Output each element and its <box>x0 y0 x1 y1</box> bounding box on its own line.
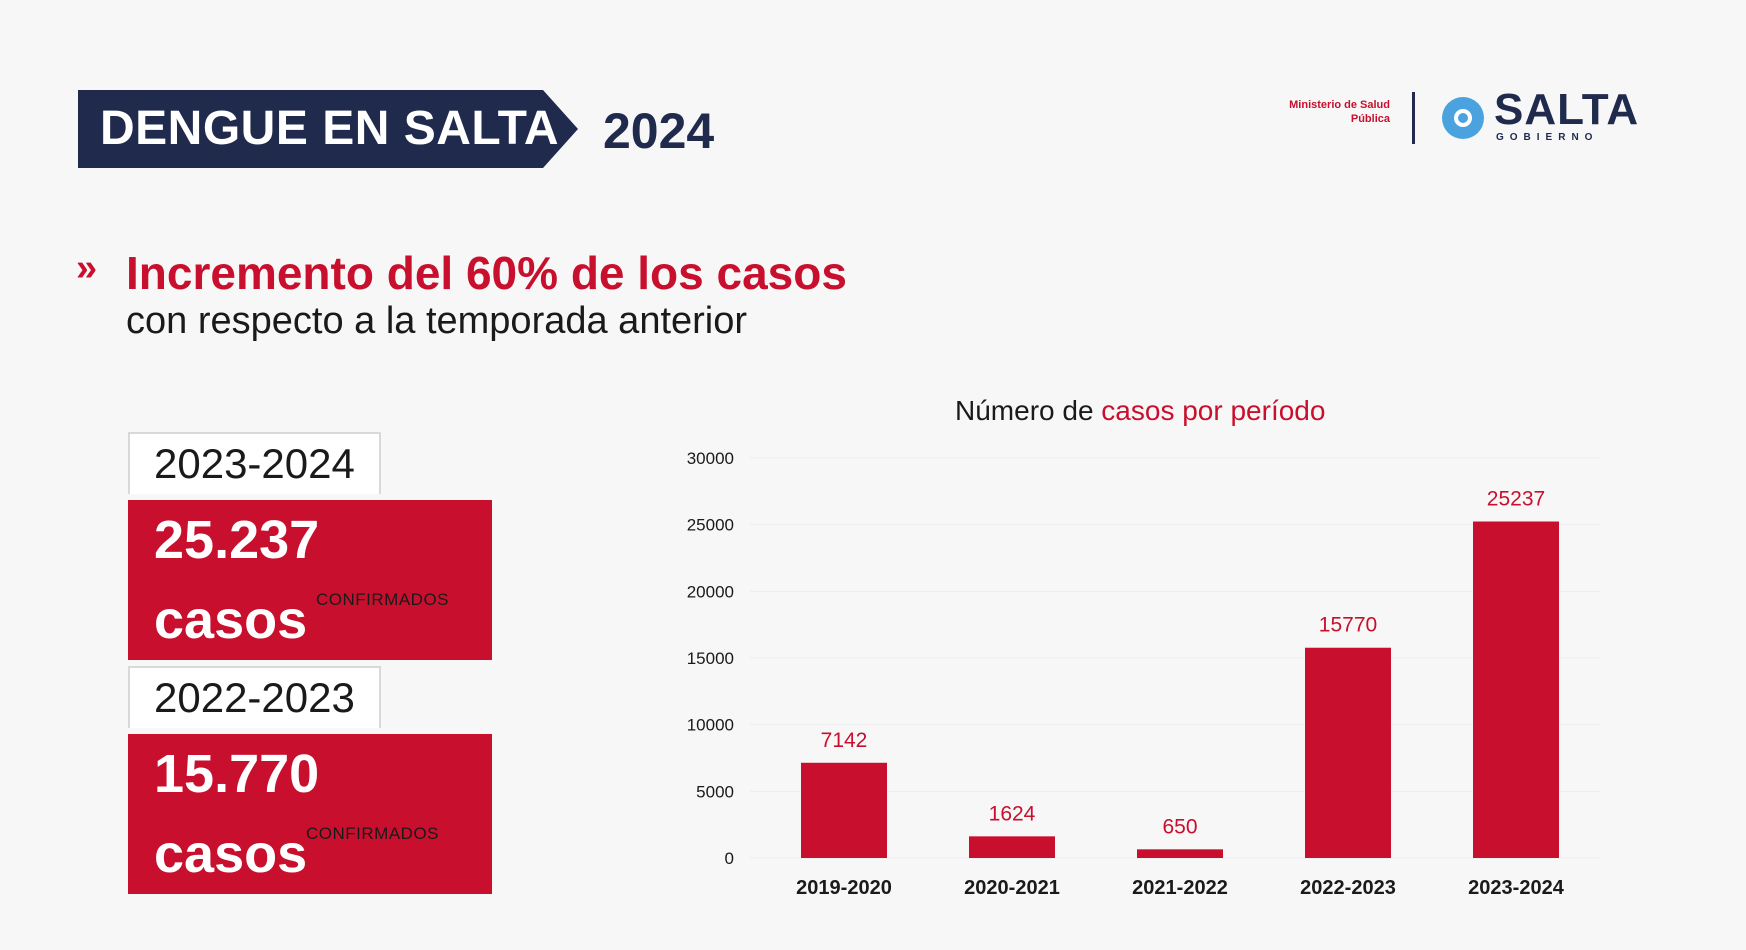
y-tick-label: 20000 <box>687 582 734 601</box>
sun-logo-icon <box>1442 97 1484 139</box>
confirmed-label-current: CONFIRMADOS <box>316 590 449 609</box>
x-tick-label: 2020-2021 <box>964 877 1060 899</box>
x-tick-label: 2019-2020 <box>796 877 892 899</box>
bar-value-label: 25237 <box>1487 488 1545 511</box>
season-tag-current: 2023-2024 <box>128 432 381 494</box>
bar-value-label: 1624 <box>989 802 1036 825</box>
logo-ministry-text: Ministerio de Salud Pública <box>1289 99 1390 125</box>
bar-value-label: 7142 <box>821 729 868 752</box>
bar-2023-2024 <box>1473 521 1559 858</box>
chart-title-part2: casos por período <box>1101 395 1325 426</box>
cases-box-current: 25.237 casos <box>128 500 492 660</box>
logo-divider <box>1412 92 1415 144</box>
cases-box-previous: 15.770 casos <box>128 734 492 894</box>
title-year: 2024 <box>603 103 715 159</box>
bar-value-label: 15770 <box>1319 614 1377 637</box>
y-tick-label: 25000 <box>687 516 734 535</box>
x-tick-label: 2021-2022 <box>1132 877 1228 899</box>
chevron-icon: » <box>76 247 98 289</box>
y-tick-label: 10000 <box>687 716 734 735</box>
headline-primary: Incremento del 60% de los casos <box>126 247 847 299</box>
bar-2022-2023 <box>1305 647 1391 858</box>
headline-secondary: con respecto a la temporada anterior <box>126 300 748 342</box>
title-banner <box>78 90 578 168</box>
bar-2020-2021 <box>969 836 1055 858</box>
y-tick-label: 30000 <box>687 449 734 468</box>
confirmed-label-previous: CONFIRMADOS <box>306 824 439 843</box>
y-tick-label: 5000 <box>696 782 734 801</box>
x-tick-label: 2022-2023 <box>1300 877 1396 899</box>
bar-value-label: 650 <box>1162 815 1197 838</box>
chart-title: Número de casos por período <box>955 395 1325 426</box>
x-tick-label: 2023-2024 <box>1468 877 1565 899</box>
bar-2019-2020 <box>801 762 887 858</box>
season-tag-previous: 2022-2023 <box>128 666 381 728</box>
logo-name: SALTA <box>1494 85 1640 134</box>
bar-2021-2022 <box>1137 849 1223 858</box>
y-tick-label: 15000 <box>687 649 734 668</box>
page-title: DENGUE EN SALTA <box>100 102 560 155</box>
logo-subtitle: GOBIERNO <box>1496 132 1599 143</box>
y-tick-label: 0 <box>725 849 734 868</box>
chart-title-part1: Número de <box>955 395 1101 426</box>
bar-chart: Número de casos por período 0 5000 10000 15… <box>687 395 1600 899</box>
